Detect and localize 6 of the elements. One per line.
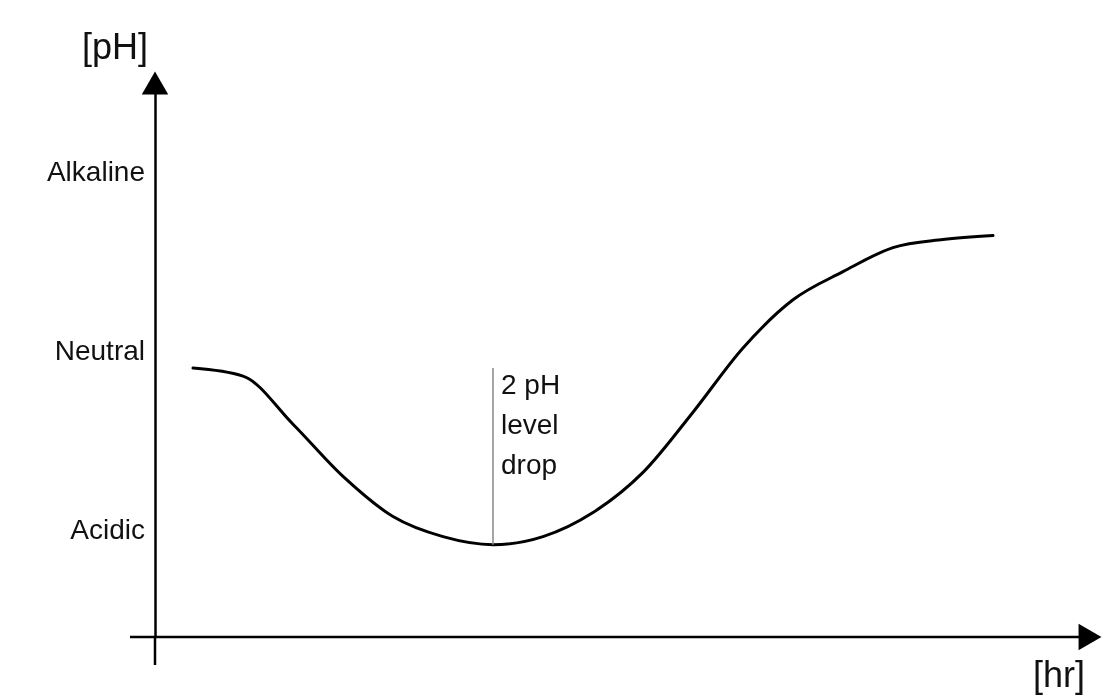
x-axis-title: [hr] bbox=[1032, 654, 1085, 695]
text: Neutral bbox=[54, 335, 145, 366]
text: Acidic bbox=[70, 514, 145, 545]
y-axis-title: [pH] bbox=[81, 26, 149, 67]
text: Alkaline bbox=[46, 156, 145, 187]
annotation: 2 pH level drop bbox=[501, 369, 561, 481]
